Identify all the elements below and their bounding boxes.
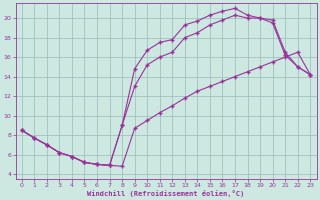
X-axis label: Windchill (Refroidissement éolien,°C): Windchill (Refroidissement éolien,°C) [87,190,245,197]
